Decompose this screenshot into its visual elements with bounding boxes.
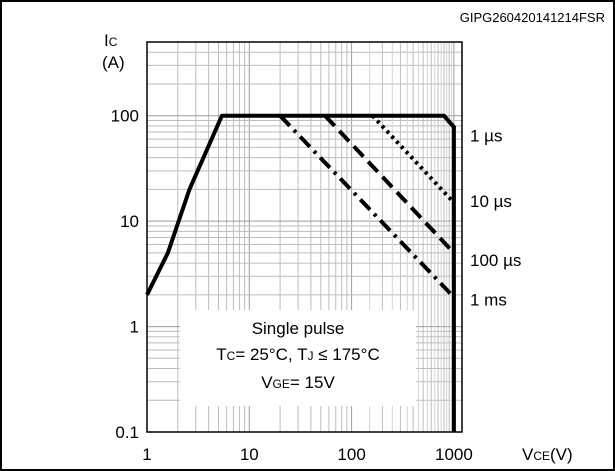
y-tick-label: 0.1	[115, 423, 139, 442]
series-line-100-us	[323, 114, 456, 255]
x-tick-label: 1	[142, 445, 151, 464]
x-axis-label: VCE(V)	[522, 445, 573, 464]
series-line-1-ms	[278, 114, 456, 299]
y-tick-label: 10	[120, 212, 139, 231]
series-line-1us-tail	[442, 114, 456, 129]
x-tick-label: 100	[337, 445, 365, 464]
series-label: 100 µs	[470, 251, 521, 270]
x-tick-label: 10	[240, 445, 259, 464]
label-mask	[464, 300, 546, 330]
y-tick-label: 1	[130, 318, 139, 337]
label-mask	[464, 262, 546, 298]
annotation-conditions: TC= 25°C, TJ ≤ 175°C	[216, 345, 379, 364]
series-label: 1 µs	[470, 126, 502, 145]
annotation-box	[180, 310, 416, 406]
series-line-10-us	[371, 114, 456, 204]
label-mask	[464, 144, 536, 184]
plot-frame	[146, 41, 463, 433]
y-axis-label: IC	[104, 31, 118, 50]
figure-code: GIPG260420141214FSR	[460, 10, 605, 25]
series-label: 10 µs	[470, 192, 512, 211]
y-axis-unit: (A)	[102, 53, 125, 72]
annotation-vge: VGE= 15V	[261, 373, 335, 392]
x-tick-label: 1000	[435, 445, 473, 464]
annotation-title: Single pulse	[252, 319, 345, 338]
label-mask	[464, 212, 546, 252]
y-tick-label: 100	[111, 107, 139, 126]
series-label: 1 ms	[470, 291, 507, 310]
